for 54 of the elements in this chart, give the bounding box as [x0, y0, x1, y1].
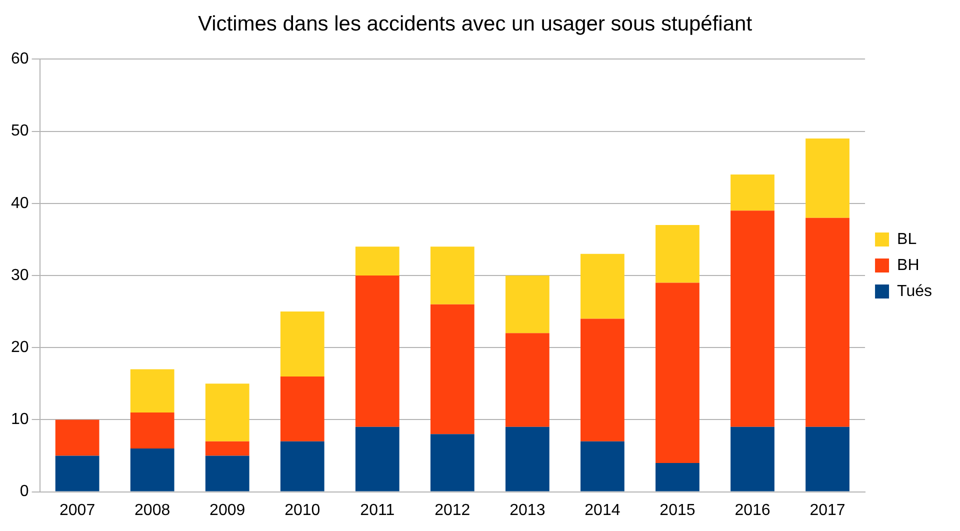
- y-tick-label: 40: [11, 194, 29, 212]
- bar: [280, 441, 324, 492]
- bar: [205, 456, 250, 492]
- bar: [430, 304, 474, 434]
- legend-label: BL: [897, 230, 917, 248]
- bar: [656, 282, 700, 463]
- y-tick-label: 0: [20, 483, 29, 500]
- bar: [580, 254, 624, 319]
- bar: [505, 333, 550, 427]
- bar: [130, 412, 174, 449]
- x-tick-label: 2010: [284, 502, 320, 519]
- bar: [130, 448, 174, 492]
- bar: [656, 462, 700, 492]
- bar: [806, 138, 850, 218]
- x-tick-label: 2009: [210, 502, 246, 519]
- x-tick-label: 2014: [584, 502, 620, 519]
- bar: [280, 376, 324, 442]
- bar: [355, 426, 400, 492]
- legend-label: BH: [897, 256, 920, 274]
- legend-label: Tués: [897, 282, 932, 300]
- bar: [205, 384, 250, 442]
- bar: [430, 246, 474, 304]
- bar: [580, 441, 624, 492]
- chart-title: Victimes dans les accidents avec un usager sous stupéfiant: [198, 12, 752, 36]
- y-tick-label: 10: [11, 411, 29, 428]
- bar: [806, 426, 850, 492]
- bar: [355, 246, 400, 276]
- x-tick-label: 2013: [510, 502, 546, 519]
- y-tick-label: 20: [11, 339, 29, 356]
- bar: [55, 420, 100, 456]
- x-tick-label: 2008: [134, 502, 170, 519]
- bar: [656, 225, 700, 283]
- y-tick-label: 30: [11, 266, 29, 284]
- x-tick-label: 2012: [434, 502, 470, 519]
- bar: [806, 218, 850, 427]
- x-tick-label: 2011: [360, 502, 395, 519]
- bar: [430, 434, 474, 492]
- bar: [130, 369, 174, 412]
- bar: [355, 276, 400, 427]
- bar: [505, 426, 550, 492]
- bar: [505, 276, 550, 334]
- bar: [730, 174, 774, 211]
- bar: [730, 210, 774, 427]
- x-tick-label: 2017: [810, 502, 846, 519]
- y-tick-label: 50: [11, 122, 29, 140]
- x-tick-label: 2016: [734, 502, 770, 519]
- y-tick-label: 60: [11, 50, 29, 68]
- x-tick-label: 2015: [660, 502, 696, 519]
- bar: [580, 318, 624, 442]
- bar: [730, 426, 774, 492]
- bar: [55, 456, 100, 492]
- bar: [205, 441, 250, 456]
- bar: [280, 312, 324, 376]
- x-tick-label: 2007: [60, 502, 96, 519]
